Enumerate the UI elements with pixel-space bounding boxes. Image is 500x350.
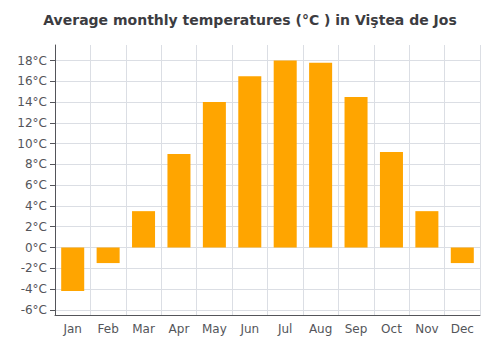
svg-text:May: May — [202, 322, 227, 336]
svg-text:12°C: 12°C — [17, 116, 47, 130]
svg-text:10°C: 10°C — [17, 137, 47, 151]
svg-text:Sep: Sep — [345, 322, 368, 336]
svg-text:Feb: Feb — [98, 322, 119, 336]
svg-text:Aug: Aug — [309, 322, 332, 336]
svg-text:Jan: Jan — [62, 322, 82, 336]
svg-text:Average monthly temperatures (: Average monthly temperatures (°C ) in Vi… — [43, 12, 456, 28]
svg-text:Dec: Dec — [451, 322, 474, 336]
svg-text:-2°C: -2°C — [21, 261, 47, 275]
svg-text:Jul: Jul — [277, 322, 292, 336]
svg-text:Jun: Jun — [239, 322, 259, 336]
svg-text:Oct: Oct — [381, 322, 402, 336]
svg-text:16°C: 16°C — [17, 74, 47, 88]
svg-text:4°C: 4°C — [25, 199, 47, 213]
svg-text:-6°C: -6°C — [21, 303, 47, 317]
svg-text:Apr: Apr — [169, 322, 190, 336]
svg-text:14°C: 14°C — [17, 95, 47, 109]
svg-text:18°C: 18°C — [17, 54, 47, 68]
svg-text:0°C: 0°C — [25, 241, 47, 255]
svg-text:Mar: Mar — [132, 322, 155, 336]
svg-text:-4°C: -4°C — [21, 282, 47, 296]
svg-text:8°C: 8°C — [25, 157, 47, 171]
svg-text:Nov: Nov — [415, 322, 438, 336]
svg-text:6°C: 6°C — [25, 178, 47, 192]
svg-text:2°C: 2°C — [25, 220, 47, 234]
